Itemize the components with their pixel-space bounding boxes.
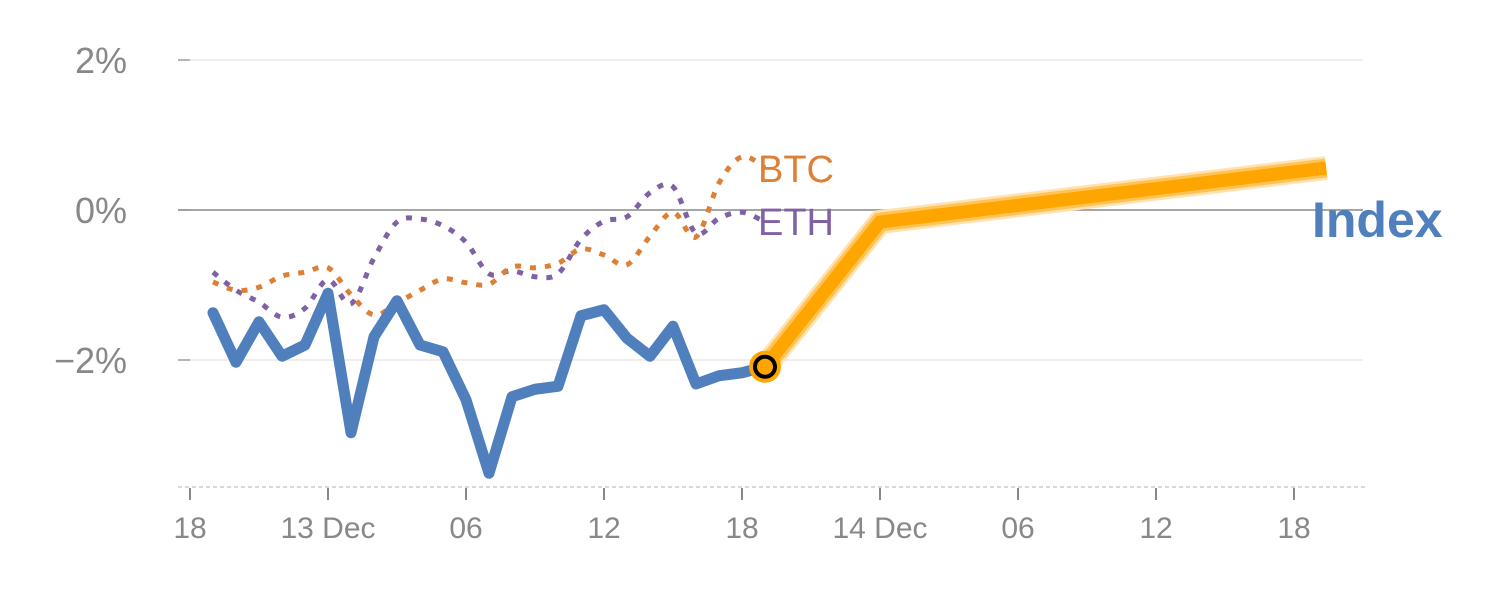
forecast-start-marker-inner <box>753 354 777 379</box>
y-tick-label: 2% <box>75 40 127 81</box>
series-line-btc <box>212 153 767 318</box>
x-tick-label: 18 <box>725 512 758 545</box>
x-tick-label: 06 <box>1001 512 1034 545</box>
x-tick-label: 12 <box>1139 512 1172 545</box>
x-tick-label: 14 Dec <box>832 512 927 545</box>
x-tick-label: 18 <box>1277 512 1310 545</box>
series-label-index: Index <box>1312 192 1443 248</box>
series-labels: Index BTC ETH <box>758 149 1443 248</box>
x-tick-label: 12 <box>587 512 620 545</box>
forecast-line <box>759 161 1327 371</box>
y-axis: 2% 0% −2% <box>54 40 190 381</box>
y-tick-label: 0% <box>75 190 127 231</box>
x-axis: 18 13 Dec 06 12 18 14 Dec 06 12 18 <box>173 486 1365 545</box>
series-lines <box>207 153 1328 479</box>
series-line-index <box>207 287 771 479</box>
series-label-btc: BTC <box>758 149 834 191</box>
y-tick-label: −2% <box>54 340 127 381</box>
x-tick-label: 06 <box>449 512 482 545</box>
series-line-eth <box>211 181 767 320</box>
series-label-eth: ETH <box>758 202 834 244</box>
x-tick-label: 13 Dec <box>280 512 375 545</box>
x-tick-label: 18 <box>173 512 206 545</box>
